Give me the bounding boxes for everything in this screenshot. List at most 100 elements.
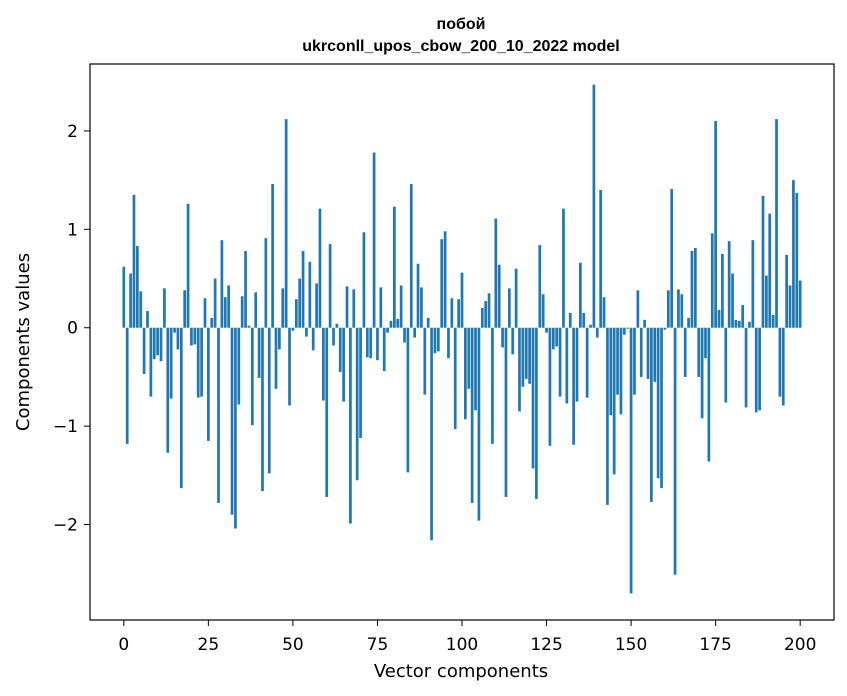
bar-5 <box>139 291 143 328</box>
bar-118 <box>521 327 525 387</box>
bar-134 <box>575 327 579 402</box>
bar-151 <box>633 327 636 395</box>
bar-185 <box>748 321 751 328</box>
bar-124 <box>541 294 545 328</box>
bar-19 <box>186 203 190 328</box>
bar-69 <box>355 327 359 481</box>
bar-20 <box>190 327 193 346</box>
bar-168 <box>690 250 694 328</box>
bar-189 <box>761 195 765 328</box>
bar-59 <box>321 327 325 401</box>
bar-149 <box>626 327 630 329</box>
bar-99 <box>457 299 460 328</box>
bar-61 <box>328 244 332 328</box>
x-tick-label-175: 175 <box>699 635 731 655</box>
bar-22 <box>196 327 200 398</box>
bar-110 <box>494 218 498 328</box>
bar-137 <box>585 327 589 398</box>
bar-112 <box>501 327 504 348</box>
bar-36 <box>244 250 247 328</box>
y-tick-label-2: 2 <box>67 122 78 142</box>
bar-24 <box>203 298 207 328</box>
bar-196 <box>785 254 789 328</box>
bar-145 <box>612 327 616 475</box>
bar-44 <box>271 184 274 328</box>
y-axis-label: Components values <box>13 253 34 431</box>
bar-150 <box>629 327 633 594</box>
y-axis-ticks: −2 −1 0 1 2 <box>53 122 90 536</box>
bar-161 <box>666 290 670 328</box>
bar-136 <box>582 312 586 328</box>
bar-25 <box>207 327 210 441</box>
bar-188 <box>758 327 761 411</box>
bar-143 <box>606 327 609 505</box>
bar-14 <box>169 327 173 399</box>
bar-139 <box>592 84 596 328</box>
bar-66 <box>345 286 349 328</box>
bar-122 <box>535 327 538 499</box>
bar-65 <box>342 327 345 402</box>
bar-1 <box>125 327 129 444</box>
bar-46 <box>278 327 281 350</box>
bar-72 <box>365 327 369 358</box>
bar-2 <box>129 273 132 328</box>
bar-63 <box>335 323 339 328</box>
bar-120 <box>528 327 531 384</box>
bar-147 <box>619 327 623 415</box>
bar-146 <box>616 327 619 395</box>
x-tick-label-100: 100 <box>446 635 478 655</box>
bar-28 <box>217 327 220 503</box>
bar-26 <box>210 317 214 328</box>
bar-4 <box>135 246 139 328</box>
bar-142 <box>602 297 606 328</box>
bar-176 <box>717 310 721 328</box>
bar-108 <box>487 293 491 328</box>
bar-27 <box>213 278 217 328</box>
bar-95 <box>443 231 447 328</box>
bar-52 <box>298 278 302 328</box>
bar-77 <box>382 327 386 372</box>
bar-90 <box>426 317 430 328</box>
bar-13 <box>166 327 170 453</box>
bar-167 <box>687 317 690 328</box>
bar-84 <box>406 327 410 473</box>
bar-177 <box>721 253 724 328</box>
bar-180 <box>731 273 734 328</box>
x-tick-label-200: 200 <box>784 635 816 655</box>
bar-195 <box>781 327 785 406</box>
bar-165 <box>680 294 684 328</box>
bar-103 <box>470 327 474 503</box>
bar-88 <box>420 287 423 328</box>
bar-140 <box>595 327 599 338</box>
bar-148 <box>622 327 626 335</box>
bar-197 <box>788 285 792 328</box>
bar-194 <box>778 327 782 397</box>
bar-78 <box>386 327 389 333</box>
y-tick-label-1: 1 <box>67 220 78 240</box>
bar-109 <box>491 327 494 444</box>
bar-76 <box>379 287 383 328</box>
bar-193 <box>775 119 778 328</box>
bar-74 <box>372 152 376 328</box>
bar-31 <box>227 285 231 328</box>
bar-116 <box>514 268 518 328</box>
bar-53 <box>301 250 305 328</box>
bar-131 <box>565 327 569 404</box>
bar-199 <box>795 192 799 328</box>
bar-144 <box>609 327 613 416</box>
bar-128 <box>555 327 559 347</box>
bar-187 <box>754 327 758 413</box>
bar-191 <box>768 213 772 328</box>
bar-79 <box>389 320 393 328</box>
bar-102 <box>467 327 471 389</box>
bar-141 <box>599 189 603 328</box>
bar-54 <box>305 327 308 337</box>
bar-186 <box>751 240 755 328</box>
bar-156 <box>650 327 653 502</box>
bar-8 <box>149 327 153 397</box>
x-tick-label-150: 150 <box>615 635 647 655</box>
bar-166 <box>683 327 687 377</box>
bar-83 <box>403 327 406 343</box>
bar-56 <box>311 327 315 351</box>
